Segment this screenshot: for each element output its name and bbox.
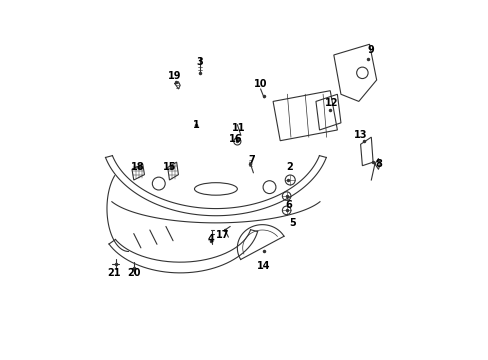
Text: 14: 14 (257, 261, 270, 271)
Text: 19: 19 (168, 71, 181, 81)
Text: 10: 10 (253, 78, 267, 89)
Text: 1: 1 (192, 120, 199, 130)
Text: 18: 18 (130, 162, 144, 172)
Text: 11: 11 (232, 123, 245, 133)
Text: 16: 16 (228, 134, 242, 144)
Text: 4: 4 (207, 234, 214, 244)
Text: 6: 6 (285, 200, 292, 210)
Text: 9: 9 (367, 45, 374, 55)
Text: 8: 8 (374, 159, 381, 169)
Text: 20: 20 (127, 268, 140, 278)
Text: 13: 13 (353, 130, 366, 140)
Text: 15: 15 (163, 162, 176, 172)
Text: 2: 2 (285, 162, 292, 172)
Text: 21: 21 (107, 268, 121, 278)
Text: 7: 7 (248, 156, 255, 165)
Text: 12: 12 (325, 98, 338, 108)
Text: 5: 5 (289, 218, 296, 228)
Text: 17: 17 (216, 230, 229, 240)
Text: 3: 3 (196, 57, 203, 67)
